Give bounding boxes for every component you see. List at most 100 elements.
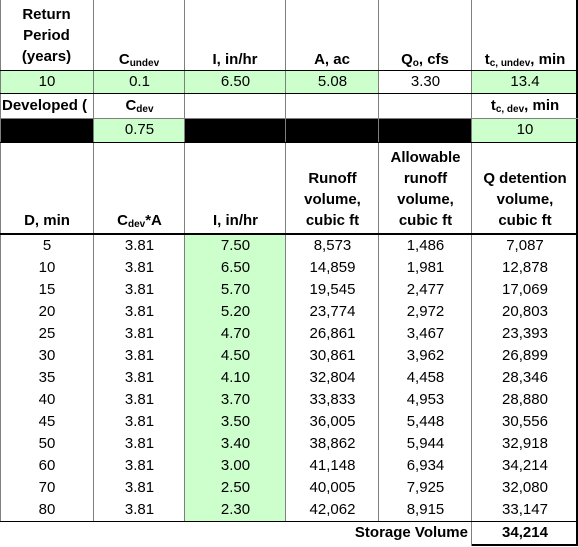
- cell-runoff-volume: 38,862: [309, 435, 356, 452]
- cell-cdev-a: 3.81: [124, 303, 155, 320]
- col-header-runoff-l3: cubic ft: [305, 212, 360, 229]
- gridline: [0, 142, 578, 143]
- cell-runoff-volume: 30,861: [309, 347, 356, 364]
- cell-d: 60: [38, 457, 56, 474]
- header-qo-tail: , cfs: [418, 51, 449, 68]
- gridline: [0, 521, 578, 522]
- cell-d: 45: [38, 413, 56, 430]
- cell-i: 3.70: [220, 391, 251, 408]
- col-header-qdet-l2: volume,: [496, 191, 554, 208]
- gridline: [285, 0, 286, 522]
- col-header-cdev-sub: dev: [127, 219, 146, 230]
- cell-q-detention-volume: 23,393: [502, 325, 548, 342]
- gridline: [576, 0, 578, 546]
- col-header-qdet: Q detention volume, cubic ft: [472, 143, 578, 231]
- cell-q-detention-volume: 28,880: [502, 391, 548, 408]
- cell-d: 5: [42, 237, 52, 254]
- gridline: [378, 0, 379, 522]
- col-header-i: I, in/hr: [185, 143, 286, 231]
- developed-tc-dev-tail: , min: [524, 97, 560, 114]
- cell-d: 30: [38, 347, 56, 364]
- col-header-i-label: I, in/hr: [213, 212, 258, 229]
- header-tc-undev: tc, undev, min: [472, 0, 578, 70]
- cell-allowable-volume: 4,458: [406, 369, 445, 386]
- header-a-label: A, ac: [314, 51, 350, 68]
- cell-q-detention-volume: 32,080: [502, 479, 548, 496]
- col-header-allow-l2: runoff: [403, 170, 448, 187]
- cell-runoff-volume: 14,859: [309, 259, 356, 276]
- cell-q-detention-volume: 32,918: [502, 435, 548, 452]
- header-return-period-l3: (years): [21, 48, 72, 65]
- gridline: [0, 233, 578, 235]
- developed-tc-dev-main: t: [490, 97, 496, 114]
- gridline: [471, 0, 472, 546]
- cell-q-detention-volume: 7,087: [506, 237, 544, 254]
- cell-cdev-a: 3.81: [124, 435, 155, 452]
- col-header-allow-l1: Allowable: [390, 149, 461, 166]
- input-qo: 3.30: [410, 73, 441, 90]
- input-tc-undev[interactable]: 13.4: [472, 71, 578, 93]
- cell-i: 5.70: [220, 281, 251, 298]
- i-column-highlight: [185, 235, 286, 521]
- col-header-qdet-l3: cubic ft: [498, 212, 552, 229]
- cell-d: 70: [38, 479, 56, 496]
- input-a[interactable]: 5.08: [286, 71, 379, 93]
- header-return-period-l2: Period: [23, 27, 70, 44]
- header-i: I, in/hr: [185, 0, 285, 70]
- cell-cdev-a: 3.81: [124, 347, 155, 364]
- cell-d: 40: [38, 391, 56, 408]
- black-bar-middle: [185, 119, 472, 142]
- cell-i: 6.50: [220, 259, 251, 276]
- header-return-period: Return Period (years): [0, 4, 93, 68]
- header-tc-undev-main: t: [484, 51, 490, 68]
- col-header-runoff: Runoff volume, cubic ft: [286, 143, 379, 231]
- header-return-period-l1: Return: [22, 6, 71, 23]
- col-header-d-label: D, min: [24, 212, 70, 229]
- cell-q-detention-volume: 17,069: [502, 281, 548, 298]
- cell-runoff-volume: 42,062: [309, 501, 356, 518]
- input-c-undev[interactable]: 0.1: [94, 71, 185, 93]
- col-header-allow-l4: cubic ft: [398, 212, 453, 229]
- cell-runoff-volume: 40,005: [309, 479, 356, 496]
- gridline: [184, 0, 185, 522]
- cell-i: 3.40: [220, 435, 251, 452]
- cell-runoff-volume: 32,804: [309, 369, 356, 386]
- cell-i: 3.50: [220, 413, 251, 430]
- gridline: [0, 70, 578, 71]
- gridline: [0, 118, 578, 119]
- cell-cdev-a: 3.81: [124, 457, 155, 474]
- cell-allowable-volume: 8,915: [406, 501, 445, 518]
- header-c-undev-main: C: [118, 51, 130, 68]
- cell-i: 3.00: [220, 457, 251, 474]
- cell-i: 4.10: [220, 369, 251, 386]
- cell-runoff-volume: 8,573: [313, 237, 352, 254]
- input-tc-dev[interactable]: 10: [472, 119, 578, 142]
- cell-allowable-volume: 5,944: [406, 435, 445, 452]
- cell-q-detention-volume: 33,147: [502, 501, 548, 518]
- cell-allowable-volume: 3,962: [406, 347, 445, 364]
- header-tc-undev-tail: , min: [530, 51, 566, 68]
- input-return-period[interactable]: 10: [0, 71, 94, 93]
- cell-i: 2.50: [220, 479, 251, 496]
- cell-i: 2.30: [220, 501, 251, 518]
- col-header-cdev-a: Cdev*A: [94, 143, 185, 231]
- cell-q-detention-volume: 12,878: [502, 259, 548, 276]
- cell-q-detention-volume: 20,803: [502, 303, 548, 320]
- cell-d: 10: [38, 259, 56, 276]
- cell-cdev-a: 3.81: [124, 391, 155, 408]
- input-c-dev[interactable]: 0.75: [94, 119, 185, 142]
- col-header-runoff-l1: Runoff: [308, 170, 357, 187]
- gridline: [0, 0, 1, 522]
- cell-d: 15: [38, 281, 56, 298]
- header-qo: Qo, cfs: [379, 0, 471, 70]
- storage-value: 34,214: [502, 524, 548, 541]
- storage-label: Storage Volume: [354, 524, 468, 541]
- col-header-runoff-l2: volume,: [304, 191, 361, 208]
- cell-cdev-a: 3.81: [124, 259, 155, 276]
- black-bar-left: [0, 119, 94, 142]
- cell-d: 80: [38, 501, 56, 518]
- input-i[interactable]: 6.50: [185, 71, 286, 93]
- header-a: A, ac: [286, 0, 378, 70]
- cell-allowable-volume: 6,934: [406, 457, 445, 474]
- cell-d: 25: [38, 325, 56, 342]
